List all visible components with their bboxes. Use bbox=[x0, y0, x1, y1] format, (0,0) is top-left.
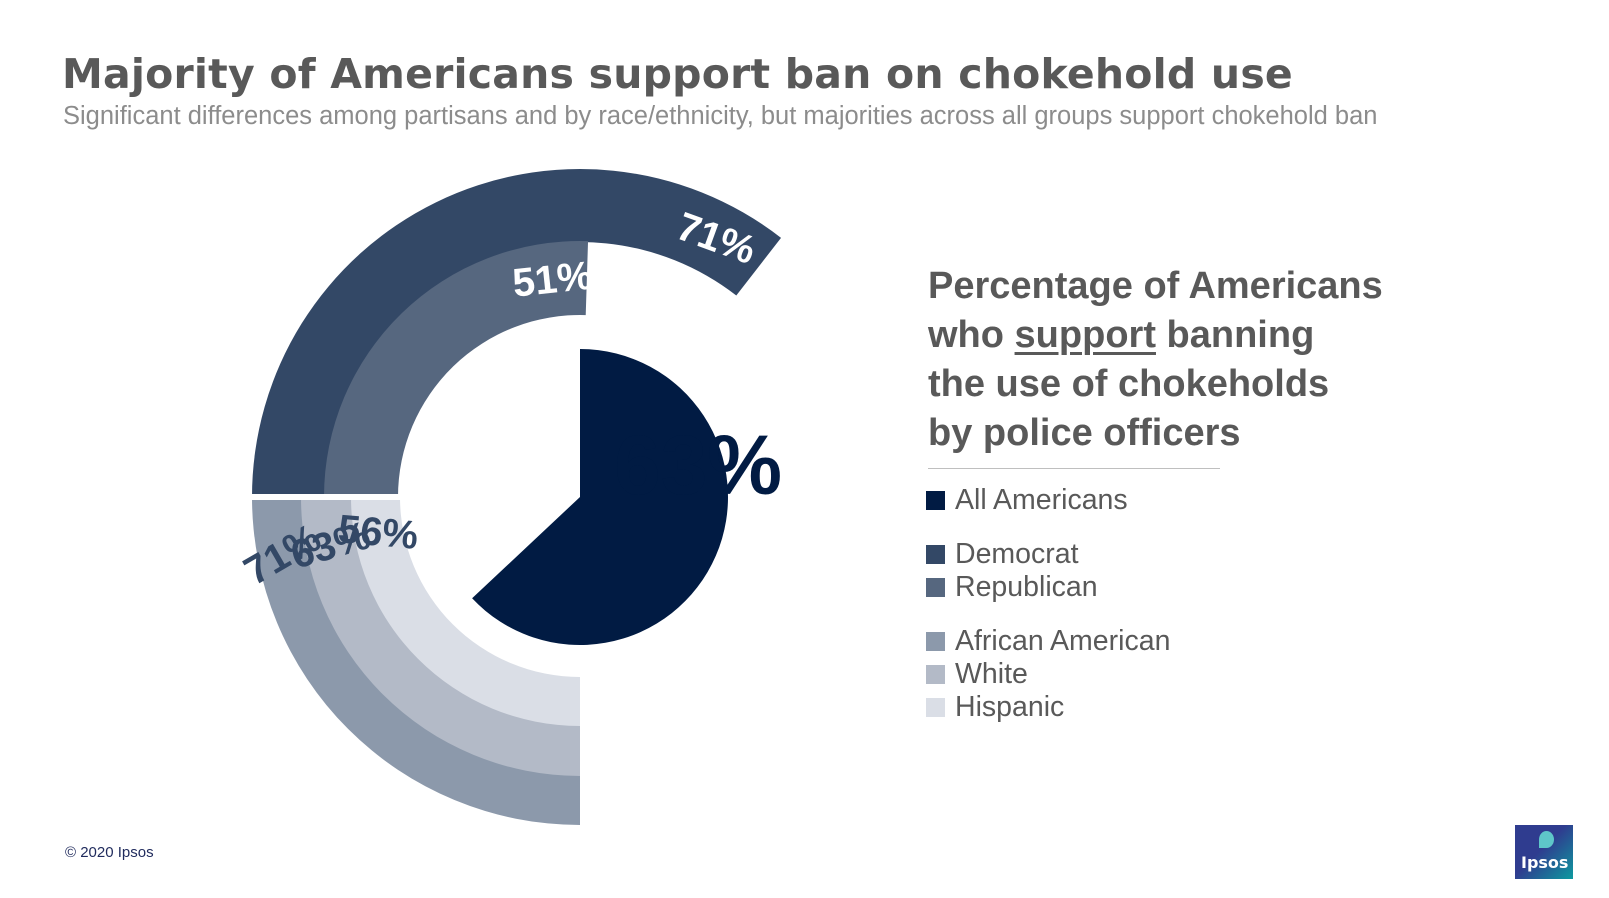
ring-african-american bbox=[252, 497, 580, 825]
legend-label: Republican bbox=[955, 571, 1098, 603]
legend-swatch bbox=[926, 665, 945, 684]
ring-democrat bbox=[252, 169, 782, 498]
legend: All Americans Democrat Republican Africa… bbox=[926, 484, 1170, 724]
panel-heading: Percentage of Americans who support bann… bbox=[928, 262, 1448, 458]
ring-separator bbox=[240, 494, 580, 500]
ring-republican bbox=[324, 241, 589, 497]
copyright-notice: © 2020 Ipsos bbox=[65, 844, 154, 861]
legend-label: African American bbox=[955, 625, 1171, 657]
panel-heading-line-2-post: banning bbox=[1155, 314, 1315, 356]
legend-swatch bbox=[926, 491, 945, 510]
ring-white bbox=[301, 497, 580, 776]
label-hispanic: 56% bbox=[336, 507, 420, 558]
legend-label: Democrat bbox=[955, 538, 1079, 570]
legend-item-all-americans: All Americans bbox=[926, 484, 1170, 517]
legend-item-democrat: Democrat bbox=[926, 538, 1170, 571]
panel-heading-emphasis: support bbox=[1014, 314, 1156, 356]
legend-label: All Americans bbox=[955, 484, 1128, 516]
legend-swatch bbox=[926, 632, 945, 651]
legend-swatch bbox=[926, 578, 945, 597]
label-all-americans: 63% bbox=[614, 418, 782, 512]
legend-item-african-american: African American bbox=[926, 625, 1170, 658]
logo-wordmark: Ipsos bbox=[1521, 853, 1569, 872]
label-republican: 51% bbox=[510, 254, 594, 306]
ipsos-logo: Ipsos bbox=[1515, 825, 1573, 879]
panel-divider bbox=[928, 468, 1220, 469]
legend-label: Hispanic bbox=[955, 691, 1065, 723]
radial-chart: 71%51%71%63%56%63% bbox=[237, 169, 782, 825]
pie-all-americans bbox=[472, 349, 729, 645]
panel-heading-line-4: by police officers bbox=[928, 412, 1241, 454]
legend-item-hispanic: Hispanic bbox=[926, 691, 1170, 724]
legend-item-white: White bbox=[926, 658, 1170, 691]
panel-heading-line-2-pre: who bbox=[928, 314, 1015, 356]
chart-title: Majority of Americans support ban on cho… bbox=[62, 50, 1293, 98]
logo-mark-icon bbox=[1539, 831, 1554, 848]
legend-swatch bbox=[926, 545, 945, 564]
legend-swatch bbox=[926, 698, 945, 717]
panel-heading-line-1: Percentage of Americans bbox=[928, 265, 1383, 307]
legend-item-republican: Republican bbox=[926, 571, 1170, 604]
chart-subtitle: Significant differences among partisans … bbox=[63, 102, 1378, 130]
legend-label: White bbox=[955, 658, 1028, 690]
panel-heading-line-3: the use of chokeholds bbox=[928, 363, 1330, 405]
ring-hispanic bbox=[351, 497, 580, 726]
